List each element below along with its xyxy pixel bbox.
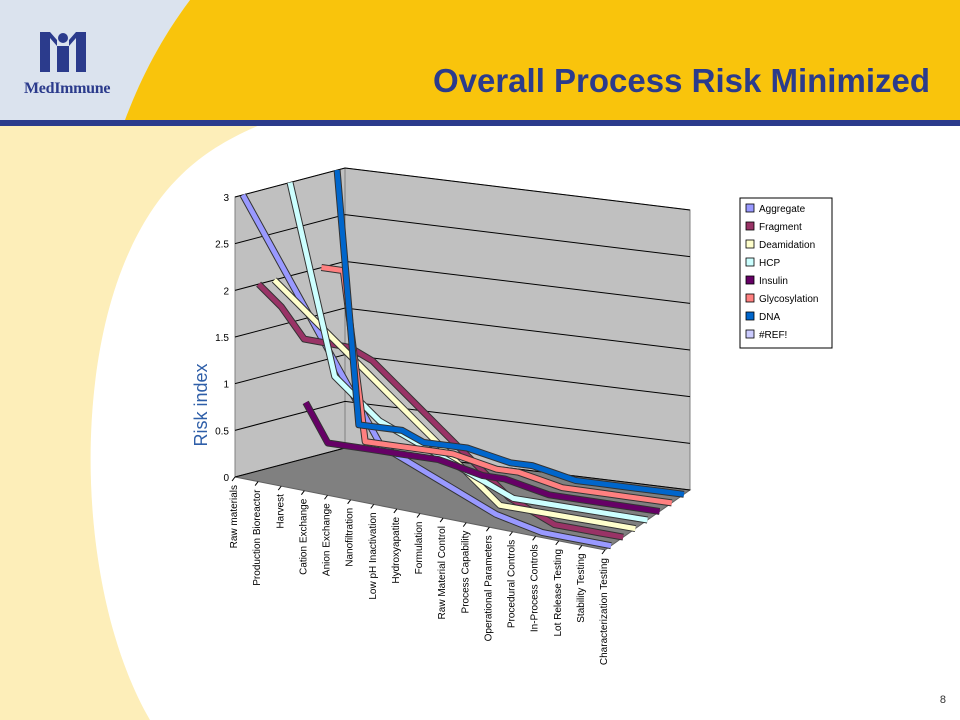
category-tick (300, 490, 305, 495)
y-axis-label: Risk index (191, 363, 211, 446)
category-label: Process Capability (460, 531, 471, 614)
header-banner (125, 0, 960, 120)
category-label: Hydroxyapatite (391, 517, 402, 584)
category-tick (370, 504, 375, 509)
category-tick (462, 522, 467, 527)
legend-label: Deamidation (759, 240, 815, 251)
corner-panel (0, 0, 190, 122)
category-tick (578, 545, 583, 550)
category-label: Operational Parameters (483, 535, 494, 641)
category-tick (254, 481, 259, 486)
category-label: Nanofiltration (345, 508, 356, 567)
category-tick (277, 485, 282, 491)
category-tick (509, 531, 513, 537)
legend-box (739, 197, 833, 349)
legend-label: Aggregate (759, 204, 806, 215)
series-layer (239, 169, 685, 550)
header-rule (0, 120, 960, 126)
legend-swatch (745, 275, 755, 285)
series-line-deamidation (272, 278, 636, 532)
legend-swatch (745, 221, 755, 231)
y-tick-label: 2 (223, 286, 229, 297)
category-label: Raw materials (229, 485, 240, 548)
chart-legend: Aggregate Fragment Deamidation HCP Insulin Gl… (739, 197, 833, 349)
category-label: Cation Exchange (298, 498, 309, 575)
category-label: Raw Material Control (437, 526, 448, 619)
x-axis-categories: Raw materials Production Bioreactor Harves… (229, 476, 610, 665)
category-tick (485, 526, 490, 532)
legend-label: Fragment (759, 222, 802, 233)
category-label: Lot Release Testing (553, 549, 564, 637)
legend-swatch (745, 311, 755, 321)
y-tick-label: 0 (223, 473, 229, 484)
legend-label: Insulin (759, 276, 788, 287)
gridline (234, 400, 691, 444)
page-title: Overall Process Risk Minimized (432, 62, 930, 99)
series-line-dna (334, 169, 685, 497)
y-tick-label: 1 (223, 380, 229, 391)
legend-label: HCP (759, 258, 780, 269)
y-tick-label: 0.5 (215, 426, 229, 437)
category-label: Production Bioreactor (252, 489, 263, 586)
category-label: Procedural Controls (507, 540, 518, 628)
medimmune-logo-icon (40, 32, 86, 72)
series-line-insulin (303, 401, 660, 514)
category-tick (532, 536, 537, 541)
category-tick (393, 508, 398, 514)
category-tick (347, 499, 352, 505)
category-tick (416, 513, 421, 518)
category-label: Formulation (414, 522, 425, 575)
category-label: Harvest (275, 494, 286, 529)
logo-text: MedImmune (24, 80, 111, 97)
gridline (234, 214, 691, 258)
series-line-glycosylation (321, 265, 673, 506)
legend-swatch (745, 239, 755, 249)
legend-swatch (745, 293, 755, 303)
legend-swatch (745, 203, 755, 213)
gridline (234, 167, 691, 211)
category-tick (555, 540, 560, 546)
category-tick (601, 549, 606, 555)
page-number: 8 (939, 694, 946, 706)
category-label: In-Process Controls (530, 544, 541, 632)
series-line-fragment (256, 282, 624, 540)
left-wash (0, 120, 260, 720)
category-tick (439, 517, 444, 523)
category-label: Characterization Testing (599, 558, 610, 665)
legend-swatch (745, 257, 755, 267)
legend-label: DNA (759, 312, 780, 323)
category-tick (231, 476, 236, 482)
legend-label: Glycosylation (759, 294, 818, 305)
category-label: Stability Testing (576, 553, 587, 622)
legend-swatch (745, 329, 755, 339)
y-tick-label: 2.5 (215, 240, 229, 251)
category-label: Anion Exchange (322, 503, 333, 576)
y-tick-label: 3 (223, 193, 229, 204)
y-axis-ticks: 0 0.5 1 1.5 2 2.5 3 (215, 193, 229, 484)
category-tick (324, 494, 328, 500)
category-label: Low pH Inactivation (368, 512, 379, 599)
y-tick-label: 1.5 (215, 333, 229, 344)
legend-label: #REF! (759, 330, 787, 341)
